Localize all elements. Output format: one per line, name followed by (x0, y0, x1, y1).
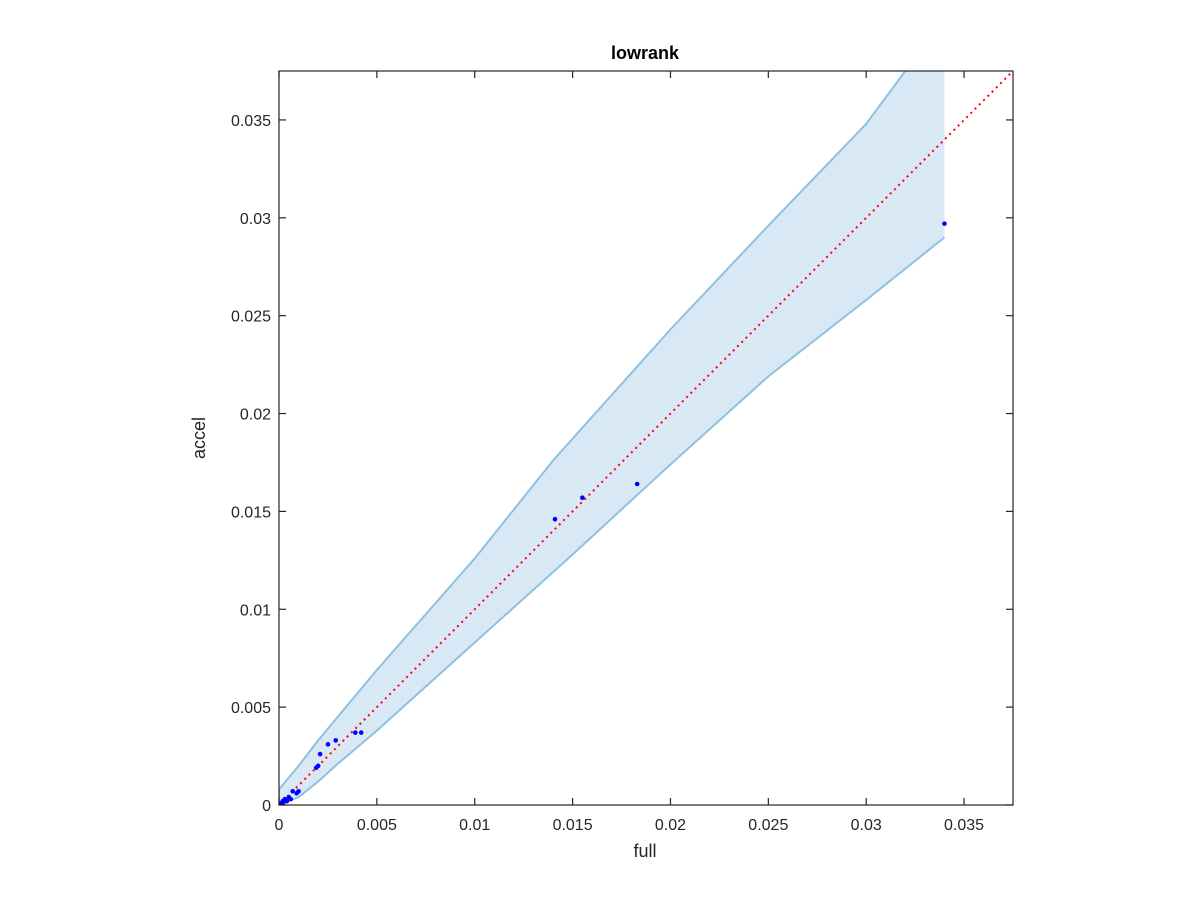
x-tick-label: 0.03 (851, 817, 882, 834)
data-point (284, 798, 290, 804)
axes: 0 0.005 0.01 0.015 0.02 0.025 0.03 0.035 0 0.005 0… (231, 70, 1014, 834)
data-point (325, 742, 331, 747)
y-tick-label: 0.015 (231, 504, 271, 521)
y-tick-label: 0.02 (240, 407, 271, 424)
x-tick-label: 0 (275, 817, 284, 834)
x-tick-label: 0.02 (655, 817, 686, 834)
x-tick-label: 0.01 (459, 817, 490, 834)
data-point (288, 796, 294, 802)
confidence-band (279, 71, 945, 805)
data-point (280, 800, 286, 805)
y-tick-label: 0.03 (240, 211, 271, 228)
data-point (315, 763, 321, 769)
chart-title: lowrank (611, 43, 680, 63)
y-tick-label: 0.035 (231, 113, 271, 130)
data-point (634, 481, 640, 487)
x-tick-label: 0.025 (748, 817, 788, 834)
data-point (358, 730, 364, 735)
data-point (580, 495, 585, 500)
x-tick-label: 0.035 (944, 817, 984, 834)
x-tick-label: 0.015 (553, 817, 593, 834)
data-point (317, 751, 323, 757)
band-lower-edge (279, 236, 946, 805)
plot-area (279, 71, 1013, 805)
identity-line (279, 71, 1013, 805)
y-tick-label: 0.01 (240, 602, 271, 619)
axes-box (278, 70, 1014, 806)
y-tick-label: 0.025 (231, 309, 271, 326)
x-axis-label: full (633, 841, 656, 861)
data-point (552, 516, 558, 522)
y-axis-label: accel (189, 417, 209, 459)
y-tick-label: 0 (262, 798, 271, 815)
data-point (333, 738, 339, 743)
data-point (942, 221, 947, 226)
data-point (290, 788, 296, 794)
band-upper-edge (279, 71, 907, 805)
x-tick-label: 0.005 (357, 817, 397, 834)
data-point (353, 730, 358, 735)
y-tick-label: 0.005 (231, 700, 271, 717)
data-point (296, 788, 301, 794)
